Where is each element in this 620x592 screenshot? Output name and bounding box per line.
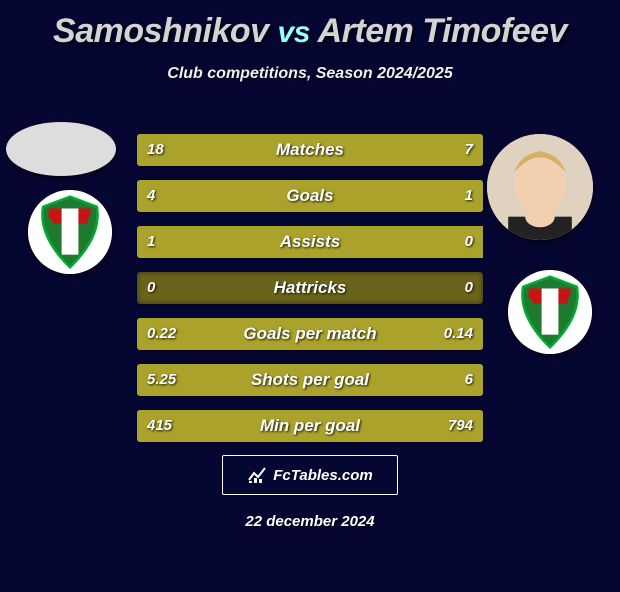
stat-label: Assists (137, 226, 483, 258)
stats-panel: 18Matches74Goals11Assists00Hattricks00.2… (137, 134, 483, 456)
stat-value-right: 0 (465, 272, 473, 304)
stat-row: 5.25Shots per goal6 (137, 364, 483, 396)
stat-label: Min per goal (137, 410, 483, 442)
subtitle: Club competitions, Season 2024/2025 (0, 65, 620, 83)
stat-label: Goals per match (137, 318, 483, 350)
chart-icon (247, 465, 267, 485)
player1-avatar (6, 122, 116, 176)
stat-value-right: 6 (465, 364, 473, 396)
stat-value-right: 7 (465, 134, 473, 166)
player1-name: Samoshnikov (53, 12, 269, 50)
stat-label: Shots per goal (137, 364, 483, 396)
date-label: 22 december 2024 (0, 513, 620, 530)
stat-row: 18Matches7 (137, 134, 483, 166)
vs-label: vs (278, 16, 310, 49)
player2-club-logo (508, 270, 592, 354)
stat-row: 0Hattricks0 (137, 272, 483, 304)
stat-row: 1Assists0 (137, 226, 483, 258)
brand-badge: FcTables.com (222, 455, 398, 495)
stat-row: 4Goals1 (137, 180, 483, 212)
stat-row: 415Min per goal794 (137, 410, 483, 442)
player2-name: Artem Timofeev (318, 12, 567, 50)
stat-label: Hattricks (137, 272, 483, 304)
player1-club-logo (28, 190, 112, 274)
player2-avatar (487, 134, 593, 240)
comparison-title: Samoshnikov vs Artem Timofeev (0, 12, 620, 51)
stat-value-right: 794 (448, 410, 473, 442)
stat-value-right: 0 (465, 226, 473, 258)
stat-value-right: 0.14 (444, 318, 473, 350)
stat-row: 0.22Goals per match0.14 (137, 318, 483, 350)
brand-name: FcTables.com (273, 467, 372, 484)
stat-label: Matches (137, 134, 483, 166)
stat-value-right: 1 (465, 180, 473, 212)
stat-label: Goals (137, 180, 483, 212)
